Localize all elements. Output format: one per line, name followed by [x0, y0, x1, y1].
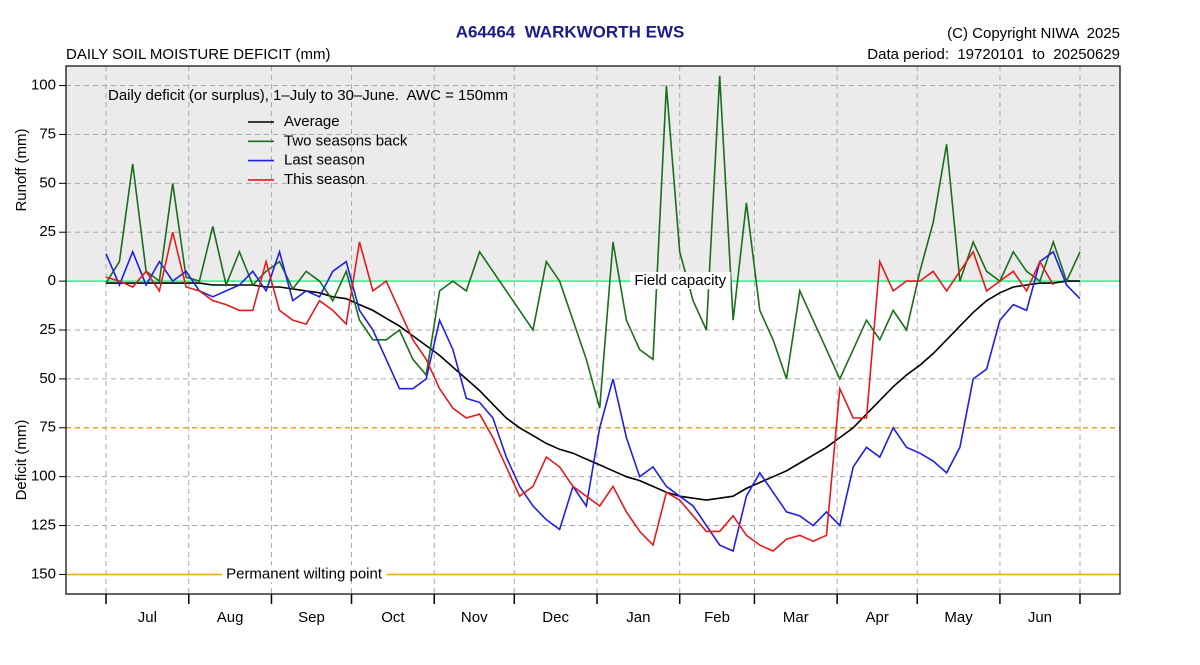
x-tick-label: Jan: [626, 609, 650, 626]
legend-label: Average: [284, 113, 340, 130]
annotation: Daily deficit (or surplus), 1–July to 30…: [108, 87, 508, 104]
reference-label: Permanent wilting point: [226, 565, 383, 582]
reference-label: Field capacity: [634, 272, 726, 289]
x-tick-label: Nov: [461, 609, 488, 626]
subtitle: DAILY SOIL MOISTURE DEFICIT (mm): [66, 46, 330, 63]
y-tick-label: 125: [31, 517, 56, 534]
y-tick-label: 0: [48, 272, 56, 289]
y-axis-label: Deficit (mm): [13, 420, 30, 501]
x-tick-label: Jul: [138, 609, 157, 626]
plot-area: [66, 66, 1120, 594]
copyright: (C) Copyright NIWA 2025: [947, 25, 1120, 42]
series-line: [105, 249, 1081, 553]
y-tick-label: 75: [39, 125, 56, 142]
surplus-region: [66, 66, 1120, 282]
data-period: Data period: 19720101 to 20250629: [867, 46, 1120, 63]
y-tick-label: 50: [39, 174, 56, 191]
label-background: [222, 565, 387, 583]
legend-label: Two seasons back: [284, 132, 408, 149]
x-tick-label: Oct: [381, 609, 405, 626]
x-tick-label: Feb: [704, 609, 730, 626]
legend-label: Last season: [284, 152, 365, 169]
legend-label: This season: [284, 171, 365, 188]
x-tick-label: May: [944, 609, 973, 626]
y-tick-label: 50: [39, 370, 56, 387]
x-tick-label: Dec: [542, 609, 569, 626]
x-tick-label: Sep: [298, 609, 325, 626]
series-line: [105, 232, 1054, 552]
x-tick-label: Aug: [217, 609, 244, 626]
x-tick-label: Mar: [783, 609, 809, 626]
plot-frame: [65, 65, 1121, 595]
y-tick-label: 25: [39, 321, 56, 338]
x-tick-label: Jun: [1028, 609, 1052, 626]
y-tick-label: 100: [31, 468, 56, 485]
y-tick-label: 100: [31, 77, 56, 94]
y-axis-label: Runoff (mm): [13, 128, 30, 211]
y-tick-label: 25: [39, 223, 56, 240]
label-background: [630, 272, 731, 290]
y-tick-label: 75: [39, 419, 56, 436]
chart-title: A64464 WARKWORTH EWS: [456, 22, 685, 41]
x-tick-label: Apr: [866, 609, 889, 626]
series-line: [106, 280, 1080, 501]
y-tick-label: 150: [31, 565, 56, 582]
